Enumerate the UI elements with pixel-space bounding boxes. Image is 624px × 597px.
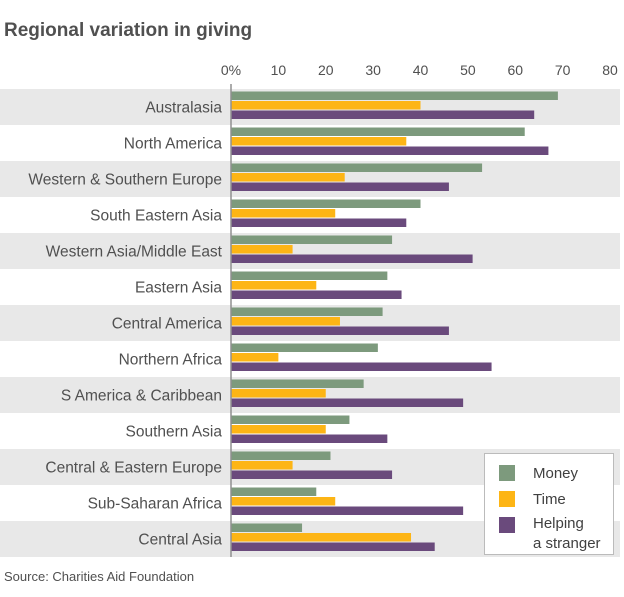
x-tick-label-50: 50 bbox=[460, 62, 476, 78]
bar-time-western-asia-middle-east bbox=[231, 245, 293, 254]
category-labels: Australasia North America Western & Southe… bbox=[28, 100, 222, 549]
legend-label-time: Time bbox=[533, 491, 566, 508]
bar-helping-a-stranger-southern-asia bbox=[231, 434, 388, 443]
bar-money-australasia bbox=[231, 91, 558, 100]
bar-time-australasia bbox=[231, 101, 421, 110]
legend-swatch-money bbox=[499, 465, 515, 481]
x-tick-label-70: 70 bbox=[555, 62, 571, 78]
bars bbox=[231, 91, 558, 551]
bar-helping-a-stranger-eastern-asia bbox=[231, 290, 402, 299]
legend-swatch-helping bbox=[499, 517, 515, 533]
bar-time-north-america bbox=[231, 137, 407, 146]
bar-time-central-asia bbox=[231, 533, 412, 542]
bar-helping-a-stranger-south-eastern-asia bbox=[231, 218, 407, 227]
x-tick-label-40: 40 bbox=[413, 62, 429, 78]
legend: Money Time Helping a stranger bbox=[484, 453, 614, 555]
category-label-australasia: Australasia bbox=[145, 100, 222, 117]
x-tick-label-20: 20 bbox=[318, 62, 334, 78]
bar-time-northern-africa bbox=[231, 353, 279, 362]
legend-label-money: Money bbox=[533, 465, 579, 482]
bar-money-central-america bbox=[231, 307, 383, 316]
bar-time-southern-asia bbox=[231, 425, 326, 434]
category-label-eastern-asia: Eastern Asia bbox=[135, 280, 222, 297]
bar-helping-a-stranger-australasia bbox=[231, 110, 535, 119]
category-label-western-southern-europe: Western & Southern Europe bbox=[28, 172, 222, 189]
bar-helping-a-stranger-north-america bbox=[231, 146, 549, 155]
legend-swatch-time bbox=[499, 491, 515, 507]
category-label-north-america: North America bbox=[124, 136, 223, 153]
bar-money-western-southern-europe bbox=[231, 163, 483, 172]
category-label-western-asia-middle-east: Western Asia/Middle East bbox=[46, 244, 223, 261]
bar-helping-a-stranger-s-america-caribbean bbox=[231, 398, 464, 407]
x-tick-label-60: 60 bbox=[507, 62, 523, 78]
bar-money-north-america bbox=[231, 127, 525, 136]
bar-time-central-eastern-europe bbox=[231, 461, 293, 470]
bar-helping-a-stranger-central-asia bbox=[231, 542, 435, 551]
x-tick-label-80: 80 bbox=[602, 62, 618, 78]
bar-helping-a-stranger-sub-saharan-africa bbox=[231, 506, 464, 515]
bar-money-sub-saharan-africa bbox=[231, 487, 317, 496]
category-label-central-america: Central America bbox=[112, 316, 223, 333]
category-label-s-america-caribbean: S America & Caribbean bbox=[61, 388, 222, 405]
bar-time-sub-saharan-africa bbox=[231, 497, 336, 506]
bar-time-central-america bbox=[231, 317, 340, 326]
bar-money-northern-africa bbox=[231, 343, 378, 352]
x-tick-label-10: 10 bbox=[271, 62, 287, 78]
x-axis-ticks: 0% 10 20 30 40 50 60 70 80 bbox=[221, 62, 618, 78]
bar-helping-a-stranger-central-eastern-europe bbox=[231, 470, 393, 479]
bar-money-central-asia bbox=[231, 523, 303, 532]
x-tick-label-0: 0% bbox=[221, 62, 241, 78]
category-label-central-eastern-europe: Central & Eastern Europe bbox=[45, 460, 222, 477]
bar-helping-a-stranger-western-southern-europe bbox=[231, 182, 449, 191]
bar-money-central-eastern-europe bbox=[231, 451, 331, 460]
category-label-northern-africa: Northern Africa bbox=[119, 352, 223, 369]
bar-time-western-southern-europe bbox=[231, 173, 345, 182]
category-label-central-asia: Central Asia bbox=[138, 532, 222, 549]
bar-money-western-asia-middle-east bbox=[231, 235, 393, 244]
legend-label-helping-line2: a stranger bbox=[533, 535, 601, 552]
category-label-sub-saharan-africa: Sub-Saharan Africa bbox=[88, 496, 223, 513]
bar-helping-a-stranger-central-america bbox=[231, 326, 449, 335]
category-label-southern-asia: Southern Asia bbox=[125, 424, 222, 441]
bar-helping-a-stranger-northern-africa bbox=[231, 362, 492, 371]
bar-money-s-america-caribbean bbox=[231, 379, 364, 388]
bar-time-s-america-caribbean bbox=[231, 389, 326, 398]
chart-title: Regional variation in giving bbox=[4, 20, 253, 41]
bar-money-eastern-asia bbox=[231, 271, 388, 280]
bar-money-south-eastern-asia bbox=[231, 199, 421, 208]
x-tick-label-30: 30 bbox=[365, 62, 381, 78]
bar-money-southern-asia bbox=[231, 415, 350, 424]
bar-helping-a-stranger-western-asia-middle-east bbox=[231, 254, 473, 263]
bar-time-south-eastern-asia bbox=[231, 209, 336, 218]
legend-label-helping-line1: Helping bbox=[533, 515, 584, 532]
bar-time-eastern-asia bbox=[231, 281, 317, 290]
chart-source: Source: Charities Aid Foundation bbox=[4, 569, 195, 584]
category-label-south-eastern-asia: South Eastern Asia bbox=[90, 208, 222, 225]
